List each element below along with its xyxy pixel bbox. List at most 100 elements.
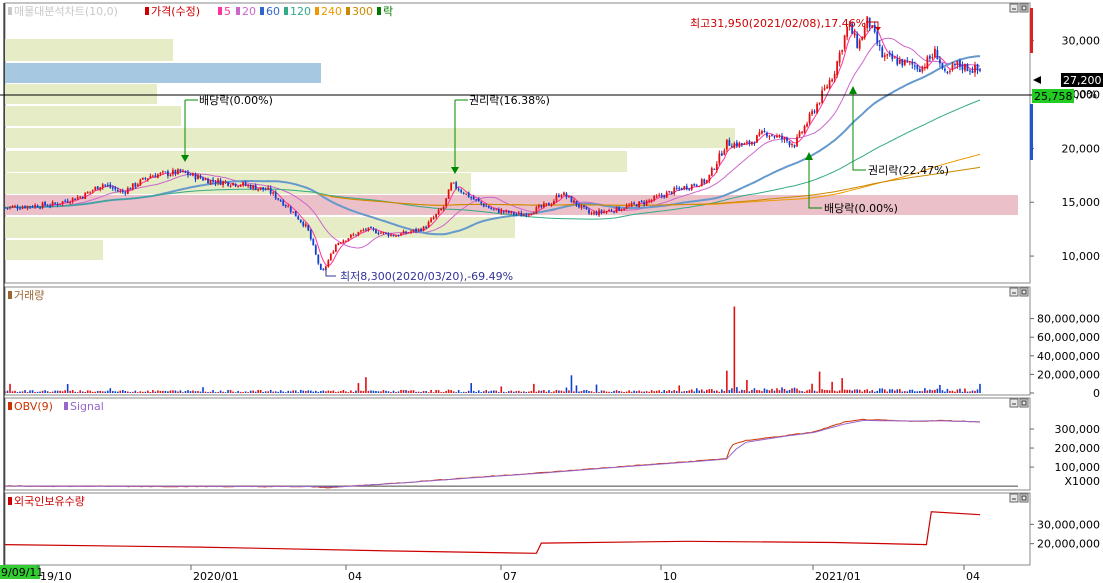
volume-bar bbox=[209, 391, 212, 393]
price-panel-maximize-button[interactable] bbox=[1019, 3, 1029, 13]
volume-bar bbox=[680, 391, 683, 393]
candle-body bbox=[673, 187, 676, 194]
candle-body bbox=[284, 204, 287, 207]
rights-marker-2-line bbox=[852, 88, 866, 171]
volume-bar bbox=[199, 391, 202, 393]
candle-body bbox=[527, 213, 530, 216]
volume-bar bbox=[833, 390, 836, 393]
volume-bar bbox=[11, 391, 14, 393]
candle-body bbox=[643, 201, 646, 205]
volume-bar bbox=[320, 390, 322, 393]
vp-bar bbox=[5, 128, 735, 148]
volume-bar bbox=[157, 390, 159, 393]
candle-body bbox=[923, 67, 926, 69]
volume-bar bbox=[327, 390, 330, 393]
volume-bar bbox=[507, 391, 510, 393]
current-price-box bbox=[1061, 73, 1103, 87]
candle-body bbox=[420, 228, 422, 232]
ma300-line bbox=[330, 166, 981, 206]
obv-panel-minimize-button[interactable] bbox=[1009, 398, 1019, 408]
y-tick-label: 20,000 bbox=[1062, 142, 1101, 155]
annotation-high: 최고31,950(2021/02/08),17.46% bbox=[690, 17, 866, 30]
volume-bar bbox=[187, 390, 189, 393]
volume-bar bbox=[129, 392, 132, 393]
panel-frames bbox=[4, 2, 1031, 566]
volume-bar bbox=[392, 390, 395, 393]
candle-body bbox=[294, 211, 297, 217]
legend-swatch bbox=[377, 7, 381, 15]
candle-body bbox=[224, 181, 227, 183]
current-price-arrow bbox=[1033, 76, 1041, 84]
volume-bar bbox=[585, 389, 588, 393]
candle-body bbox=[640, 201, 643, 203]
candle-body bbox=[349, 234, 352, 238]
x-axis: 19/09/11 19/10 2020/01 04 07 10 2021/01 … bbox=[0, 564, 1030, 583]
volume-bar bbox=[976, 389, 979, 393]
candle-body bbox=[407, 232, 410, 234]
candle-body bbox=[555, 195, 558, 201]
candle-body bbox=[553, 200, 555, 205]
candle-body bbox=[740, 143, 743, 145]
candle-body bbox=[387, 233, 390, 236]
panel-buttons[interactable] bbox=[1009, 3, 1029, 503]
volume-bar bbox=[81, 391, 84, 393]
candle-body bbox=[41, 202, 44, 209]
y-tick-label: 15,000 bbox=[1062, 196, 1101, 209]
volume-bar bbox=[971, 390, 974, 393]
volume-bar bbox=[823, 390, 826, 393]
volume-bar bbox=[643, 391, 645, 393]
y-tick-label: 10,000 bbox=[1062, 250, 1101, 263]
volume-bar bbox=[620, 391, 623, 393]
volume-bar bbox=[139, 391, 142, 393]
obv-panel-maximize-button[interactable] bbox=[1019, 398, 1029, 408]
volume-bar bbox=[781, 387, 783, 393]
volume-bar bbox=[425, 391, 427, 393]
candle-body bbox=[272, 192, 275, 194]
candle-body bbox=[344, 240, 347, 242]
volume-bar bbox=[332, 390, 335, 393]
candle-body bbox=[24, 206, 26, 209]
volume-bar bbox=[430, 389, 432, 393]
candle-body bbox=[949, 70, 951, 72]
volume-bar bbox=[525, 391, 528, 393]
volume-bar bbox=[427, 392, 430, 393]
y-tick-label: 60,000,000 bbox=[1037, 331, 1100, 344]
candle-body bbox=[354, 234, 357, 236]
volume-bar bbox=[813, 390, 816, 393]
candle-body bbox=[670, 191, 673, 195]
foreign-panel-maximize-button[interactable] bbox=[1019, 493, 1029, 503]
candle-body bbox=[21, 206, 24, 209]
candle-body bbox=[650, 199, 653, 202]
candle-body bbox=[410, 231, 412, 233]
candle-body bbox=[457, 189, 460, 191]
volume-panel-maximize-button[interactable] bbox=[1019, 287, 1029, 297]
candle-body bbox=[319, 263, 322, 270]
volume-bar bbox=[442, 391, 445, 393]
price-panel-minimize-button[interactable] bbox=[1009, 3, 1019, 13]
candle-body bbox=[876, 31, 879, 44]
y-tick-label: 40,000,000 bbox=[1037, 350, 1100, 363]
volume-panel-minimize-button[interactable] bbox=[1009, 287, 1019, 297]
candle-body bbox=[848, 23, 851, 27]
volume-bar bbox=[432, 392, 435, 393]
candle-body bbox=[715, 163, 718, 171]
candle-body bbox=[563, 192, 565, 196]
volume-bar bbox=[234, 392, 237, 393]
volume-bar bbox=[31, 390, 34, 393]
volume-bar bbox=[492, 390, 495, 393]
volume-bar bbox=[142, 391, 144, 393]
volume-bar bbox=[204, 391, 207, 393]
candle-body bbox=[455, 182, 458, 189]
volume-bar bbox=[961, 391, 964, 393]
candle-body bbox=[126, 188, 129, 194]
volume-bar bbox=[437, 390, 440, 393]
candle-body bbox=[645, 200, 648, 206]
vp-bar bbox=[5, 240, 103, 260]
volume-bar bbox=[618, 390, 620, 393]
volume-bar bbox=[345, 391, 347, 393]
legend-volume: 거래량 bbox=[14, 289, 44, 302]
volume-bar bbox=[99, 390, 102, 393]
foreign-panel-minimize-button[interactable] bbox=[1009, 493, 1019, 503]
volume-bar bbox=[257, 389, 259, 393]
